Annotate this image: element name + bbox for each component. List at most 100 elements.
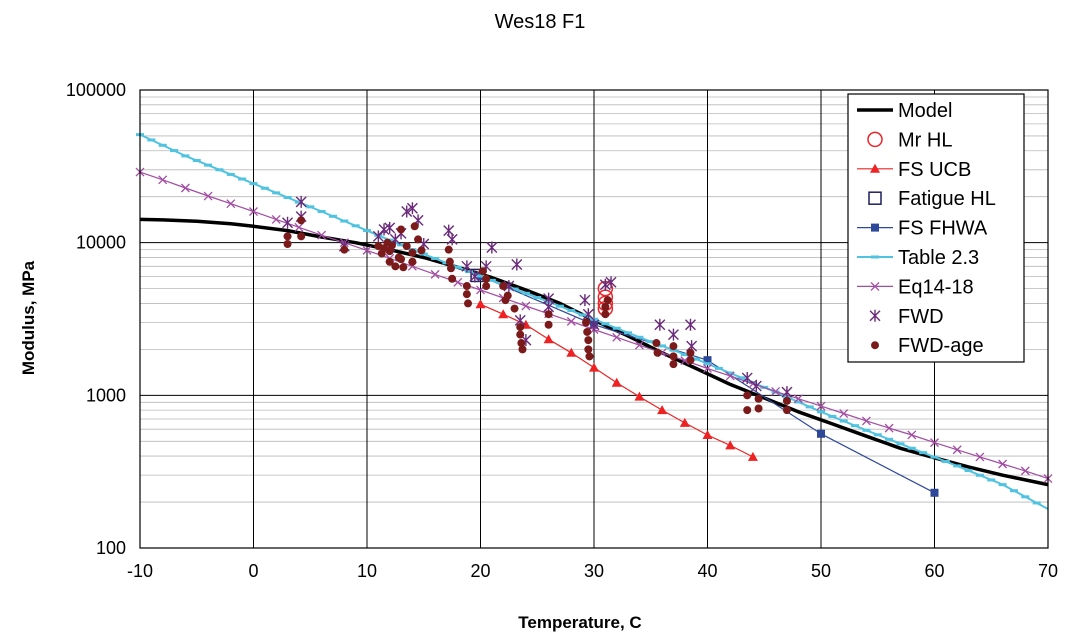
eq14-18-marker xyxy=(566,316,576,326)
legend: Model Mr HL FS UCB Fatigue HL FS FHWA Table 2… xyxy=(847,93,1025,363)
x-tick-label: 30 xyxy=(584,561,604,581)
eq14-18-marker xyxy=(612,332,622,342)
legend-swatch-marker xyxy=(869,309,881,322)
legend-label: FWD xyxy=(898,306,944,328)
fs-ucb-marker xyxy=(679,417,690,427)
x-tick-label: 20 xyxy=(470,561,490,581)
fwd-age-marker xyxy=(517,339,526,348)
legend-label: Fatigue HL xyxy=(898,188,996,210)
x-tick-label: -10 xyxy=(127,561,153,581)
eq14-18-marker xyxy=(180,183,190,193)
plot-frame xyxy=(139,89,1049,549)
fwd-age-marker xyxy=(410,222,419,231)
fwd-marker xyxy=(372,230,384,243)
fwd-age-marker xyxy=(462,290,471,299)
fwd-age-marker xyxy=(782,396,791,405)
fwd-age-marker xyxy=(582,318,591,327)
series-layer xyxy=(135,133,1053,510)
eq14-18-marker xyxy=(930,438,939,448)
fwd-age-marker xyxy=(603,296,612,305)
fs-ucb-marker xyxy=(747,451,758,461)
legend-swatch-marker xyxy=(870,163,880,173)
fwd-age-marker xyxy=(462,282,471,291)
fs-ucb-marker xyxy=(566,347,577,357)
fs-ucb-marker xyxy=(589,362,599,372)
eq14-18-marker xyxy=(816,401,826,411)
fs-fhwa-marker xyxy=(930,488,939,497)
eq14-18-marker xyxy=(725,371,735,381)
fwd-age-marker xyxy=(516,330,525,339)
legend-swatch-marker xyxy=(870,281,880,291)
fs-ucb-marker xyxy=(611,377,622,387)
fwd-age-marker xyxy=(482,274,491,283)
eq14-18-marker xyxy=(839,409,849,418)
fwd-marker xyxy=(741,371,753,384)
fs-ucb-marker xyxy=(657,405,668,415)
fwd-age-marker xyxy=(652,339,661,348)
x-tick-labels: -10 0 10 20 30 40 50 60 70 xyxy=(127,561,1058,581)
fs-ucb-marker xyxy=(498,309,509,319)
legend-swatch-marker xyxy=(868,191,882,205)
eq14-18-marker xyxy=(271,214,281,224)
fwd-age-marker xyxy=(478,267,487,276)
legend-label: Eq14-18 xyxy=(898,276,974,298)
fwd-age-marker xyxy=(754,394,763,403)
fwd-age-marker xyxy=(510,304,519,313)
fwd-age-marker xyxy=(686,348,695,357)
x-tick-label: 10 xyxy=(357,561,377,581)
series-fwd-age xyxy=(283,216,791,415)
eq14-18-marker xyxy=(203,191,213,201)
x-tick-label: 70 xyxy=(1038,561,1058,581)
y-tick-label: 100000 xyxy=(66,80,126,100)
fwd-age-marker xyxy=(385,257,394,266)
y-tick-label: 1000 xyxy=(86,385,126,405)
eq14-18-marker xyxy=(317,230,327,240)
fwd-age-marker xyxy=(297,232,306,241)
eq14-18-marker xyxy=(362,245,372,255)
eq14-18-marker xyxy=(249,207,258,216)
legend-label: Model xyxy=(898,100,952,122)
fwd-marker xyxy=(446,233,458,246)
fwd-marker xyxy=(401,205,413,218)
eq14-18-marker xyxy=(521,301,531,311)
eq14-18-marker xyxy=(998,459,1008,469)
fwd-age-marker xyxy=(445,257,454,266)
fwd-age-marker xyxy=(584,336,593,345)
fs-ucb-marker xyxy=(634,391,645,401)
eq14-18-marker xyxy=(771,387,781,396)
x-tick-label: 60 xyxy=(924,561,944,581)
x-tick-label: 0 xyxy=(248,561,258,581)
legend-item-mr-hl: Mr HL xyxy=(867,129,952,151)
legend-item-model: Model xyxy=(857,100,952,122)
eq14-18-marker xyxy=(975,452,985,462)
x-axis-label: Temperature, C xyxy=(518,613,641,632)
eq14-18-marker xyxy=(430,269,440,279)
fwd-age-marker xyxy=(743,391,752,400)
legend-label: FWD-age xyxy=(898,335,984,357)
legend-item-fs-fhwa: FS FHWA xyxy=(857,218,988,240)
fwd-age-marker xyxy=(448,274,457,283)
fwd-marker xyxy=(654,318,666,331)
fwd-age-marker xyxy=(499,282,508,291)
fwd-age-marker xyxy=(503,291,512,300)
legend-swatch-marker xyxy=(871,341,879,350)
legend-label: Table 2.3 xyxy=(898,247,979,269)
fwd-marker xyxy=(750,380,762,393)
fwd-age-marker xyxy=(417,246,426,255)
y-tick-label: 100 xyxy=(96,538,126,558)
fwd-age-marker xyxy=(283,240,292,249)
fwd-marker xyxy=(503,280,515,293)
x-tick-label: 40 xyxy=(697,561,717,581)
eq14-18-marker xyxy=(158,175,168,185)
fs-ucb-marker xyxy=(543,334,554,344)
fwd-age-marker xyxy=(585,352,594,361)
fwd-marker xyxy=(781,386,793,399)
fwd-age-marker xyxy=(669,352,678,361)
eq14-18-marker xyxy=(861,416,871,426)
fwd-marker xyxy=(511,258,523,271)
fwd-age-marker xyxy=(340,245,349,254)
fwd-age-marker xyxy=(397,225,406,234)
eq14-18-marker xyxy=(907,430,917,440)
fwd-marker xyxy=(588,318,600,331)
chart-title: Wes18 F1 xyxy=(495,11,586,33)
